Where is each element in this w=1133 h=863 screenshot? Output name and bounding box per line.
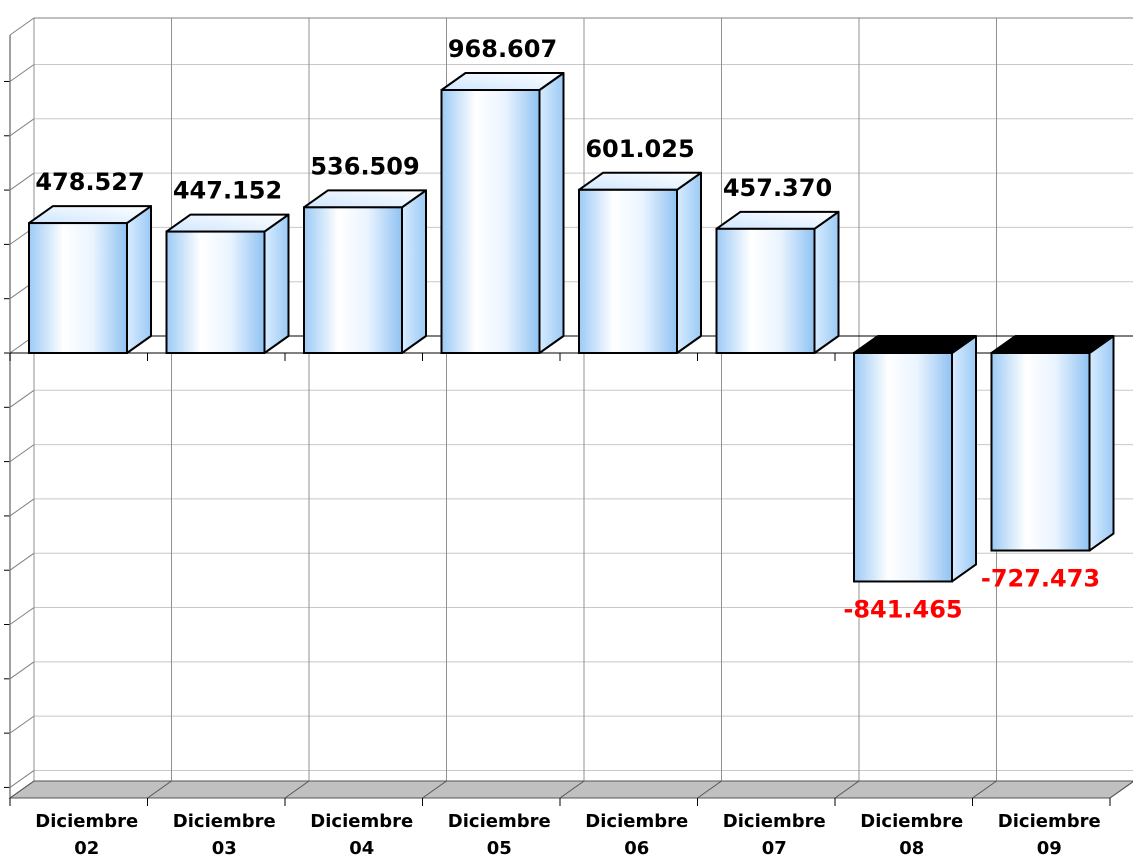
category-label-6-line2: 07	[762, 838, 787, 859]
bar-3	[303, 189, 427, 354]
bar-front	[853, 352, 953, 583]
bar-side	[538, 72, 565, 354]
bar-front	[990, 352, 1091, 552]
labels-layer: 478.527 Diciembre 02 447.152 Diciembre 03 536.…	[35, 35, 1100, 859]
category-label-2-line1: Diciembre	[173, 811, 276, 832]
category-label-2-line2: 03	[212, 838, 237, 859]
data-label-3: 536.509	[310, 152, 419, 180]
category-label-8-line2: 09	[1037, 838, 1062, 859]
bar-front	[165, 230, 266, 354]
bar-2	[165, 213, 290, 354]
bar-8	[990, 335, 1115, 552]
floor-divider	[697, 780, 722, 799]
category-label-1-line2: 02	[74, 838, 99, 859]
floor-divider	[422, 780, 447, 799]
gridline-side	[9, 118, 35, 137]
floor-divider	[834, 780, 860, 799]
bars-layer	[28, 72, 1115, 583]
bar-side	[813, 210, 840, 354]
bar-7	[853, 335, 977, 583]
bar-side	[263, 213, 290, 354]
gridline-side	[9, 607, 35, 625]
bar-front	[440, 89, 541, 354]
gridline-side	[9, 64, 35, 82]
gridline-side	[9, 172, 35, 191]
category-label-8-line1: Diciembre	[998, 811, 1101, 832]
data-label-5: 601.025	[585, 135, 694, 163]
category-label-3-line1: Diciembre	[310, 811, 413, 832]
data-label-1: 478.527	[35, 168, 144, 196]
bar-side	[1088, 335, 1115, 552]
floor-divider	[559, 780, 585, 799]
category-label-4-line1: Diciembre	[448, 811, 551, 832]
gridline-side	[9, 661, 35, 680]
bar-front	[303, 206, 403, 354]
bar-front	[578, 188, 678, 354]
data-label-2: 447.152	[173, 177, 282, 205]
gridline-side	[9, 444, 35, 463]
floor-divider	[1109, 781, 1133, 799]
floor-divider	[284, 780, 310, 799]
category-label-7-line2: 08	[899, 838, 924, 859]
category-label-6-line1: Diciembre	[723, 811, 826, 832]
floor-divider	[972, 780, 997, 799]
bar-4	[440, 72, 565, 354]
gridline-side	[9, 552, 35, 571]
category-label-4-line2: 05	[487, 838, 512, 859]
gridline-side	[9, 389, 35, 408]
bar-front	[28, 222, 128, 354]
data-label-8: -727.473	[981, 565, 1100, 593]
bar-1	[28, 205, 152, 354]
bar-6	[715, 210, 840, 355]
bar-side	[126, 205, 152, 354]
gridline-side	[9, 498, 35, 517]
bar-side	[951, 335, 977, 583]
category-label-5-line2: 06	[624, 838, 649, 859]
floor-divider	[9, 780, 35, 799]
floor-divider	[147, 780, 172, 799]
gridline-side	[9, 770, 35, 788]
gridline-side	[9, 715, 35, 734]
category-label-3-line2: 04	[349, 838, 374, 859]
bar-side	[676, 171, 702, 354]
bar-side	[401, 189, 427, 354]
category-label-5-line1: Diciembre	[585, 811, 688, 832]
side-wall-top	[9, 17, 35, 36]
data-label-7: -841.465	[843, 595, 962, 623]
bar-front	[715, 227, 816, 355]
data-label-4: 968.607	[448, 35, 557, 63]
data-label-6: 457.370	[723, 174, 832, 202]
category-label-1-line1: Diciembre	[35, 811, 138, 832]
category-label-7-line1: Diciembre	[860, 811, 963, 832]
bar-5	[578, 171, 702, 354]
